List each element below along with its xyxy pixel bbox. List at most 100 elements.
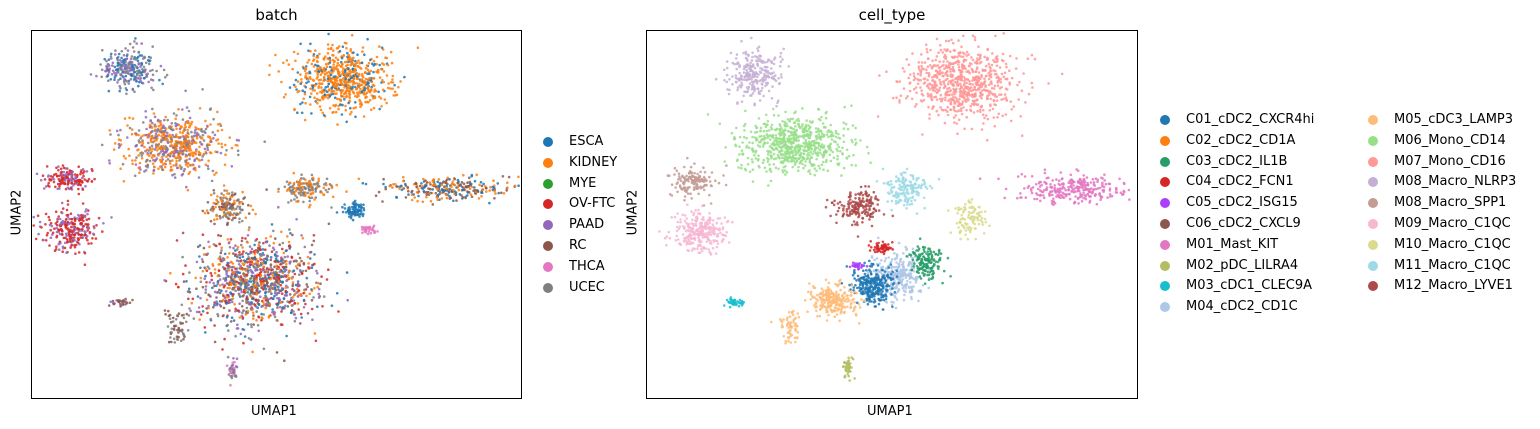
batch-point [77, 165, 80, 168]
batch-point [255, 238, 259, 241]
batch-point [269, 263, 273, 266]
batch-point [162, 154, 165, 157]
batch-point [361, 231, 364, 235]
batch-point [257, 303, 261, 306]
batch-point [131, 117, 135, 120]
batch-point [253, 243, 256, 247]
batch-point [67, 233, 71, 236]
batch-point [188, 307, 191, 310]
cell-type-point [959, 102, 962, 106]
batch-point [237, 153, 240, 157]
batch-point [327, 187, 331, 191]
batch-point [189, 141, 192, 145]
batch-point [293, 289, 296, 293]
batch-point [198, 310, 201, 314]
batch-point [68, 240, 72, 243]
batch-point [264, 248, 267, 251]
batch-point [62, 170, 66, 174]
batch-point [368, 98, 372, 102]
batch-point [281, 280, 284, 284]
batch-point [469, 193, 473, 196]
batch-point [223, 252, 227, 256]
cell-type-point [920, 64, 923, 68]
batch-point [468, 182, 472, 186]
batch-point [185, 106, 189, 109]
batch-point [206, 265, 210, 268]
batch-legend-marker [543, 178, 553, 189]
batch-point [139, 137, 142, 140]
batch-point [217, 257, 220, 260]
cell-type-point [995, 72, 998, 76]
batch-point [171, 159, 174, 162]
batch-point [140, 42, 143, 45]
cell-type-point [997, 112, 1001, 116]
batch-point [123, 64, 127, 67]
cell-type-point [714, 77, 718, 81]
batch-point [344, 104, 347, 108]
batch-cluster-7 [335, 199, 366, 222]
batch-point [222, 294, 225, 298]
batch-point [335, 292, 339, 295]
batch-point [317, 287, 321, 291]
cell-type-point [990, 63, 994, 67]
batch-point [292, 181, 296, 185]
batch-point [228, 309, 231, 312]
batch-point [308, 203, 312, 207]
batch-point [339, 94, 343, 97]
batch-point [381, 62, 384, 65]
batch-point [443, 185, 446, 188]
batch-point [130, 55, 134, 58]
cell-type-point [745, 90, 748, 94]
batch-point [386, 63, 390, 67]
batch-point [260, 262, 264, 265]
batch-point [245, 306, 249, 310]
batch-point [285, 294, 289, 297]
batch-point [244, 288, 247, 292]
batch-point [327, 222, 331, 226]
batch-point [78, 218, 81, 222]
batch-point [339, 103, 342, 107]
batch-point [275, 293, 278, 297]
batch-point [268, 302, 271, 306]
batch-point [358, 91, 362, 95]
batch-point [323, 183, 326, 186]
batch-point [60, 170, 63, 174]
cell-type-point [959, 107, 963, 110]
batch-point [202, 246, 206, 250]
cell-type-point [878, 74, 881, 77]
batch-point [288, 247, 292, 250]
batch-point [162, 68, 166, 72]
batch-point [105, 66, 109, 69]
batch-point [236, 199, 239, 202]
batch-point [340, 65, 343, 68]
batch-point [288, 262, 292, 265]
cell-type-point [772, 62, 776, 66]
batch-point [251, 271, 255, 275]
cell-type-point [756, 62, 759, 65]
batch-point [181, 118, 185, 121]
cell-type-point [949, 80, 953, 83]
batch-point [308, 95, 312, 99]
batch-point [273, 260, 276, 263]
batch-point [202, 139, 206, 142]
batch-point [185, 320, 188, 324]
batch-point [298, 262, 301, 265]
batch-point [103, 57, 106, 61]
batch-point [87, 209, 90, 212]
batch-point [357, 59, 360, 62]
batch-point [314, 190, 318, 193]
batch-point [349, 216, 353, 220]
batch-point [277, 276, 280, 279]
batch-point [54, 210, 58, 213]
batch-point [184, 159, 187, 163]
batch-point [375, 70, 378, 74]
cell-type-point [953, 88, 956, 92]
cell-type-point [944, 84, 947, 88]
batch-point [241, 311, 244, 315]
batch-point [203, 147, 207, 151]
batch-point [218, 214, 221, 218]
batch-point [392, 183, 395, 186]
cell-type-point [929, 64, 932, 67]
batch-point [144, 115, 148, 119]
batch-point [283, 294, 287, 297]
